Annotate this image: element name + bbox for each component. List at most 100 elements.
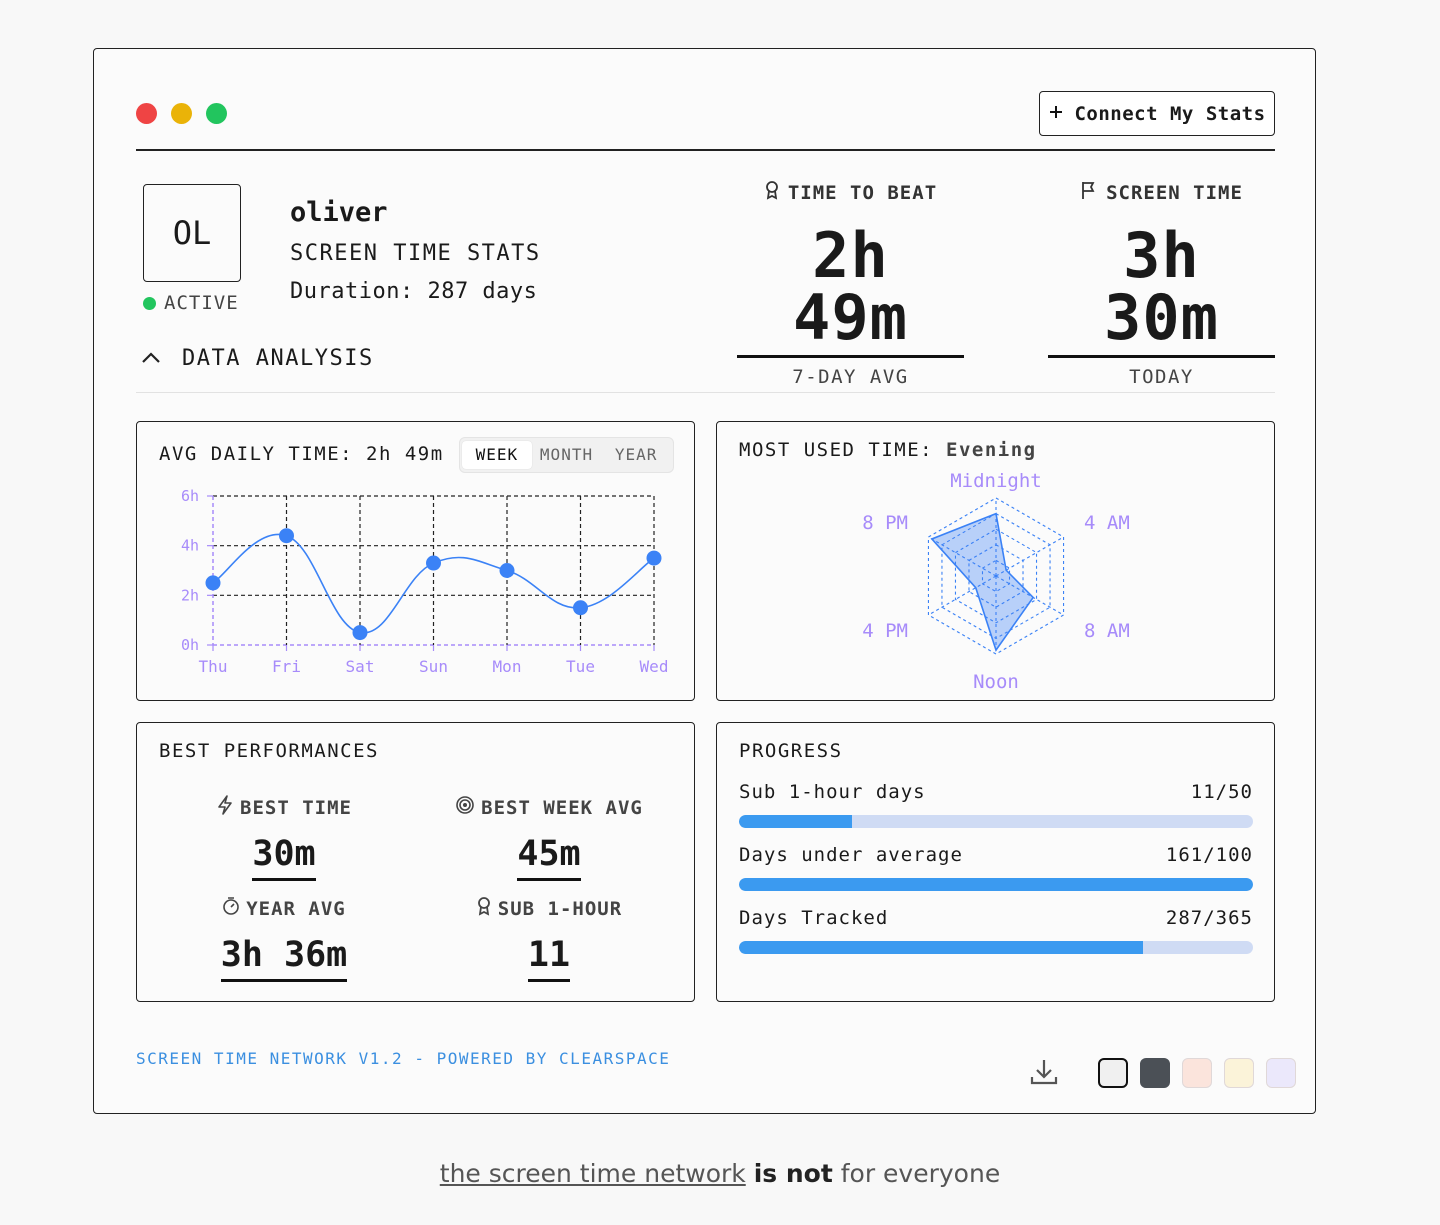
user-subtitle: SCREEN TIME STATS — [290, 241, 541, 266]
theme-swatch-lavender[interactable] — [1266, 1058, 1296, 1088]
best-week-avg-stat: BEST WEEK AVG 45m — [439, 795, 659, 881]
connect-button-label: Connect My Stats — [1074, 102, 1266, 125]
section-title: DATA ANALYSIS — [182, 346, 374, 371]
tab-month[interactable]: MONTH — [539, 445, 594, 464]
screen-time-stat: SCREEN TIME 3h 30m TODAY — [1048, 180, 1275, 388]
y-tick-label: 6h — [181, 487, 199, 505]
radar-axis-label: 4 PM — [862, 620, 908, 642]
status-label: ACTIVE — [164, 292, 239, 314]
radar-grid-ring — [954, 528, 1038, 624]
tagline: the screen time network is not for every… — [0, 1159, 1440, 1188]
x-tick-label: Mon — [493, 657, 522, 676]
data-point — [352, 625, 368, 641]
sub-1-hour-stat: SUB 1-HOUR 11 — [439, 896, 659, 982]
data-point — [205, 575, 221, 591]
progress-row: Sub 1-hour days 11/50 — [739, 781, 1253, 828]
tab-year[interactable]: YEAR — [614, 445, 658, 464]
progress-bar — [739, 815, 1253, 828]
progress-bar — [739, 878, 1253, 891]
progress-value: 287/365 — [1165, 907, 1253, 929]
screen-time-label-row: SCREEN TIME — [1048, 180, 1275, 205]
progress-panel: PROGRESS Sub 1-hour days 11/50 Days under… — [716, 722, 1275, 1002]
radar-grid-ring — [981, 559, 1011, 593]
data-point — [279, 528, 294, 544]
most-used-time-value: Evening — [946, 439, 1037, 461]
data-point — [573, 600, 588, 616]
x-tick-label: Thu — [199, 657, 228, 676]
most-used-time-title-row: MOST USED TIME: Evening — [739, 439, 1037, 461]
year-avg-value: 3h 36m — [220, 935, 348, 982]
minimize-window-dot[interactable] — [171, 103, 192, 124]
radar-area — [930, 512, 1035, 652]
tab-week[interactable]: WEEK — [462, 441, 532, 469]
best-week-avg-label: BEST WEEK AVG — [481, 796, 643, 819]
best-time-value: 30m — [252, 834, 316, 881]
data-point — [426, 555, 441, 571]
x-tick-label: Sat — [346, 657, 375, 676]
progress-fill — [739, 815, 853, 828]
progress-fill — [739, 878, 1253, 891]
best-performances-panel: BEST PERFORMANCES BEST TIME 30m BEST WEE… — [136, 722, 695, 1002]
y-tick-label: 2h — [181, 586, 199, 604]
theme-swatch-light[interactable] — [1098, 1058, 1128, 1088]
footer-credit: SCREEN TIME NETWORK V1.2 - POWERED BY CL… — [136, 1049, 671, 1068]
maximize-window-dot[interactable] — [206, 103, 227, 124]
progress-title: PROGRESS — [739, 740, 843, 762]
radar-axis-label: 8 PM — [862, 512, 908, 534]
radar-grid-ring — [927, 497, 1065, 655]
user-duration: Duration: 287 days — [290, 279, 538, 304]
year-avg-stat: YEAR AVG 3h 36m — [184, 896, 384, 982]
progress-value: 161/100 — [1165, 844, 1253, 866]
progress-fill — [739, 941, 1143, 954]
sub-1-hour-label-row: SUB 1-HOUR — [439, 896, 659, 921]
time-to-beat-label-row: TIME TO BEAT — [737, 180, 964, 205]
theme-swatch-peach[interactable] — [1182, 1058, 1212, 1088]
user-name: oliver — [290, 197, 388, 228]
timer-icon — [222, 896, 240, 921]
y-tick-label: 0h — [181, 636, 199, 654]
theme-swatch-cream[interactable] — [1224, 1058, 1254, 1088]
target-icon — [455, 795, 475, 820]
theme-swatch-dark[interactable] — [1140, 1058, 1170, 1088]
flag-icon — [1080, 180, 1098, 205]
radar-axis-label: 4 AM — [1084, 512, 1130, 534]
year-avg-label-row: YEAR AVG — [184, 896, 384, 921]
close-window-dot[interactable] — [136, 103, 157, 124]
time-to-beat-value: 2h 49m — [737, 225, 964, 358]
tagline-end: for everyone — [840, 1159, 1001, 1188]
progress-label: Days Tracked — [739, 907, 889, 929]
status-dot — [143, 296, 156, 310]
x-tick-label: Sun — [419, 657, 448, 676]
most-used-time-panel: MOST USED TIME: Evening Midnight 4 AM 8 AM… — [716, 421, 1275, 701]
best-week-avg-value: 45m — [517, 834, 581, 881]
best-week-avg-label-row: BEST WEEK AVG — [439, 795, 659, 820]
best-time-label: BEST TIME — [240, 796, 352, 819]
chevron-up-icon — [140, 346, 162, 371]
most-used-time-prefix: MOST USED TIME: — [739, 439, 947, 461]
x-tick-label: Fri — [272, 657, 301, 676]
y-tick-label: 4h — [181, 537, 199, 555]
data-analysis-toggle[interactable]: DATA ANALYSIS — [140, 346, 374, 371]
progress-label: Days under average — [739, 844, 963, 866]
time-to-beat-sub: 7-DAY AVG — [792, 366, 909, 388]
award-icon — [764, 180, 780, 205]
avatar-initials: OL — [172, 214, 212, 252]
tagline-link[interactable]: the screen time network — [439, 1159, 746, 1188]
progress-bar — [739, 941, 1253, 954]
period-segmented-control: WEEK MONTH YEAR — [459, 437, 674, 473]
year-avg-label: YEAR AVG — [246, 897, 346, 920]
avatar: OL — [143, 184, 241, 282]
x-tick-label: Wed — [640, 657, 669, 676]
screen-time-label: SCREEN TIME — [1106, 181, 1243, 204]
screen-time-value: 3h 30m — [1048, 225, 1275, 358]
section-divider — [136, 392, 1275, 393]
download-icon[interactable] — [1028, 1056, 1060, 1088]
zap-icon — [216, 795, 234, 820]
x-tick-label: Tue — [566, 657, 595, 676]
radar-axis-label: Midnight — [950, 470, 1042, 492]
radar-axis-label: Noon — [973, 671, 1019, 693]
connect-my-stats-button[interactable]: Connect My Stats — [1039, 91, 1275, 136]
data-point — [499, 563, 515, 578]
time-to-beat-stat: TIME TO BEAT 2h 49m 7-DAY AVG — [737, 180, 964, 388]
progress-row: Days under average 161/100 — [739, 844, 1253, 891]
